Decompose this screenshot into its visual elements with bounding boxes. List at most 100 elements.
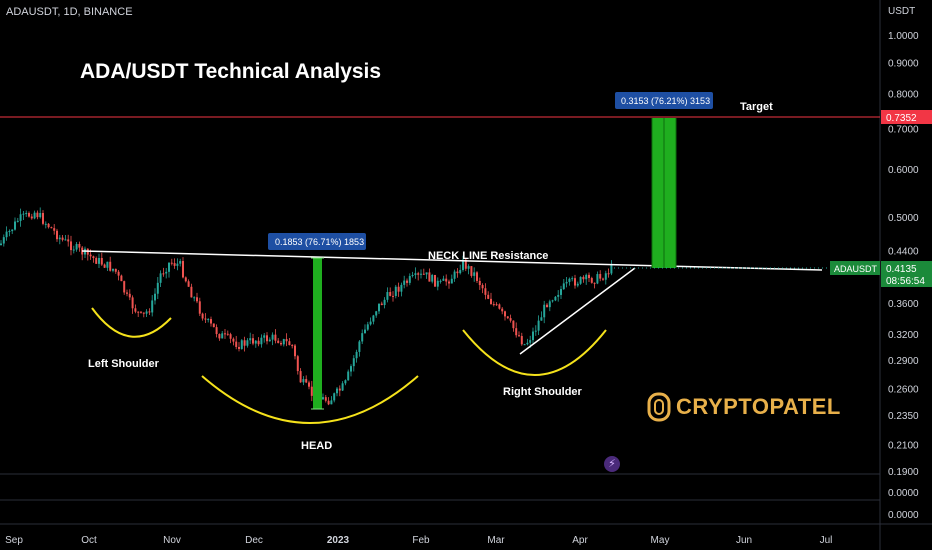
brand-logo: CRYPTOPATEL — [646, 392, 841, 422]
candle-body-205 — [574, 278, 576, 286]
candle-body-96 — [268, 339, 271, 342]
candle-body-47 — [131, 297, 134, 309]
candle-body-60 — [168, 262, 170, 272]
price-tick-11: 0.2350 — [888, 411, 919, 422]
candle-body-183 — [512, 320, 515, 329]
time-tick-2: Nov — [163, 535, 181, 546]
candle-body-106 — [296, 356, 299, 372]
measure-2-label: 0.3153 (76.21%) 3153 — [621, 96, 710, 106]
candle-body-137 — [383, 299, 386, 306]
candle-body-173 — [484, 288, 487, 295]
candle-body-180 — [504, 311, 506, 317]
candle-body-165 — [462, 259, 464, 271]
candle-body-214 — [599, 274, 602, 279]
candle-body-136 — [380, 303, 383, 306]
candle-body-56 — [156, 282, 159, 294]
candle-body-87 — [243, 340, 246, 346]
candle-body-81 — [226, 333, 229, 335]
candle-body-12 — [33, 212, 36, 219]
left-shoulder-curve — [91, 307, 172, 338]
countdown-text: 08:56:54 — [886, 276, 925, 287]
candle-body-167 — [467, 266, 470, 269]
candle-body-166 — [464, 259, 467, 269]
candle-body-115 — [322, 397, 324, 400]
candle-body-181 — [506, 316, 509, 319]
time-tick-7: Apr — [572, 535, 588, 546]
candle-body-209 — [585, 274, 588, 280]
target-price-tag — [881, 110, 932, 124]
price-tick-0: 1.0000 — [888, 31, 919, 42]
candle-body-50 — [140, 311, 142, 313]
time-tick-5: Feb — [412, 535, 430, 546]
candle-body-190 — [532, 331, 534, 341]
candle-body-149 — [417, 273, 420, 275]
candle-body-34 — [95, 258, 98, 264]
time-tick-3: Dec — [245, 535, 263, 546]
candle-body-63 — [176, 263, 179, 266]
candle-body-120 — [336, 388, 338, 394]
candle-body-65 — [182, 261, 184, 278]
candle-body-90 — [252, 338, 254, 344]
candle-body-74 — [207, 319, 210, 321]
candle-body-102 — [285, 339, 288, 342]
time-tick-10: Jul — [820, 535, 833, 546]
price-tick-13: 0.1900 — [888, 467, 919, 478]
candle-body-215 — [602, 278, 604, 280]
candle-body-203 — [568, 278, 571, 282]
candle-body-42 — [117, 271, 120, 276]
candle-body-18 — [50, 227, 53, 229]
candle-body-118 — [330, 400, 333, 405]
candle-body-160 — [448, 281, 450, 284]
candle-body-117 — [327, 400, 330, 405]
candle-body-143 — [400, 284, 403, 292]
price-tick-4: 0.6000 — [888, 165, 919, 176]
candle-body-8 — [22, 213, 25, 215]
symbol-line[interactable]: ADAUSDT, 1D, BINANCE — [6, 6, 133, 18]
candle-body-71 — [198, 301, 201, 314]
candle-body-85 — [238, 346, 240, 349]
price-tick-9: 0.2900 — [888, 356, 919, 367]
candle-body-57 — [159, 273, 162, 283]
candle-body-135 — [378, 303, 380, 312]
candle-body-199 — [557, 294, 560, 297]
candle-body-101 — [282, 339, 285, 345]
head-label: HEAD — [301, 440, 332, 452]
time-tick-8: May — [651, 535, 670, 546]
candle-body-16 — [44, 223, 47, 225]
candle-body-170 — [476, 272, 478, 281]
candle-body-80 — [224, 333, 226, 335]
candle-body-100 — [280, 342, 282, 345]
candle-body-175 — [490, 298, 492, 305]
candle-body-13 — [36, 212, 39, 218]
time-tick-9: Jun — [736, 535, 752, 546]
candle-body-178 — [498, 304, 501, 309]
candle-body-84 — [235, 341, 238, 347]
candle-body-67 — [187, 281, 190, 287]
candle-body-122 — [341, 383, 344, 391]
candle-body-9 — [25, 213, 28, 215]
candle-body-154 — [431, 274, 434, 282]
candle-body-218 — [610, 264, 613, 274]
price-tick-8: 0.3200 — [888, 330, 919, 341]
candle-body-158 — [442, 278, 445, 281]
candle-body-45 — [126, 292, 128, 294]
candle-body-210 — [588, 274, 590, 279]
candle-body-174 — [487, 294, 490, 299]
candle-body-126 — [352, 358, 355, 367]
candle-body-119 — [333, 393, 336, 401]
candle-body-110 — [308, 382, 310, 387]
candle-body-33 — [92, 256, 95, 259]
candle-body-187 — [523, 344, 526, 346]
candle-body-200 — [560, 289, 562, 295]
price-tick-5: 0.5000 — [888, 213, 919, 224]
time-axis[interactable]: Sep Oct Nov Dec 2023 Feb Mar Apr May Jun Jul — [5, 535, 832, 546]
candle-body-164 — [459, 270, 462, 274]
candle-body-22 — [61, 237, 64, 240]
lightning-icon[interactable]: ⚡ — [604, 456, 620, 472]
candle-body-185 — [518, 335, 520, 337]
candle-body-172 — [481, 285, 484, 289]
price-axis[interactable]: 1.0000 0.9000 0.8000 0.7000 0.6000 0.5000 0.44… — [888, 31, 919, 478]
candle-body-79 — [221, 333, 224, 339]
price-tick-7: 0.3600 — [888, 299, 919, 310]
